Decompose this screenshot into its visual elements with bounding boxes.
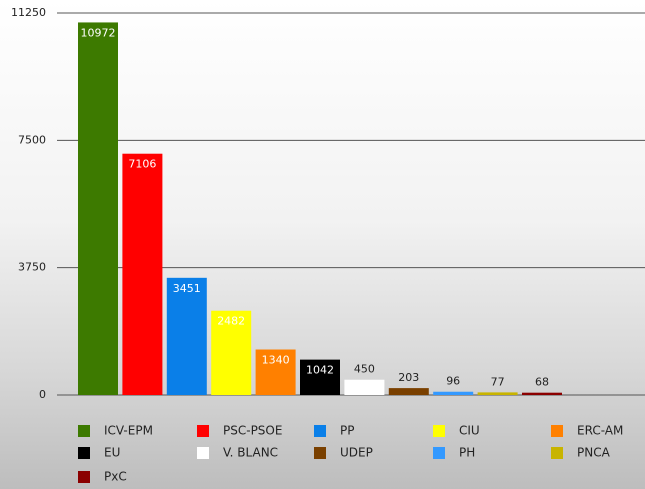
legend-label: PNCA <box>577 446 611 460</box>
legend-label: ERC-AM <box>577 424 623 438</box>
value-label: 7106 <box>128 158 156 171</box>
chart: 0 3750 7500 11250 10972 7106 3451 2482 1340 1042 4… <box>0 0 645 489</box>
bar <box>522 393 562 395</box>
bar <box>478 392 518 395</box>
value-label: 68 <box>535 376 549 389</box>
bar <box>389 388 429 395</box>
legend-swatch <box>433 425 445 437</box>
legend-swatch <box>78 425 90 437</box>
y-tick-label: 7500 <box>18 133 46 146</box>
value-label: 1042 <box>306 364 334 377</box>
legend-swatch <box>551 425 563 437</box>
y-tick-label: 3750 <box>18 261 46 274</box>
value-label: 3451 <box>173 282 201 295</box>
bar <box>433 392 473 395</box>
legend-label: PP <box>340 424 354 438</box>
legend-label: EU <box>104 446 120 460</box>
legend-swatch <box>314 447 326 459</box>
legend-label: V. BLANC <box>223 446 278 460</box>
y-tick-label: 0 <box>39 388 46 401</box>
legend-swatch <box>314 425 326 437</box>
legend-swatch <box>78 471 90 483</box>
value-label: 96 <box>446 375 460 388</box>
legend-label: UDEP <box>340 446 373 460</box>
bar <box>344 380 384 395</box>
legend-label: PSC-PSOE <box>223 424 282 438</box>
bar <box>167 278 207 395</box>
legend-swatch <box>197 425 209 437</box>
value-label: 2482 <box>217 315 245 328</box>
legend-swatch <box>78 447 90 459</box>
legend-label: PH <box>459 446 475 460</box>
legend-label: ICV-EPM <box>104 424 153 438</box>
value-label: 10972 <box>81 26 116 39</box>
value-label: 450 <box>354 363 375 376</box>
bar <box>78 22 118 395</box>
legend-swatch <box>433 447 445 459</box>
legend-label: PxC <box>104 470 127 484</box>
legend-swatch <box>551 447 563 459</box>
value-label: 77 <box>491 375 505 388</box>
bar <box>122 154 162 395</box>
y-tick-label: 11250 <box>11 6 46 19</box>
legend-label: CIU <box>459 424 480 438</box>
value-label: 1340 <box>262 353 290 366</box>
legend-swatch <box>197 447 209 459</box>
value-label: 203 <box>398 371 419 384</box>
